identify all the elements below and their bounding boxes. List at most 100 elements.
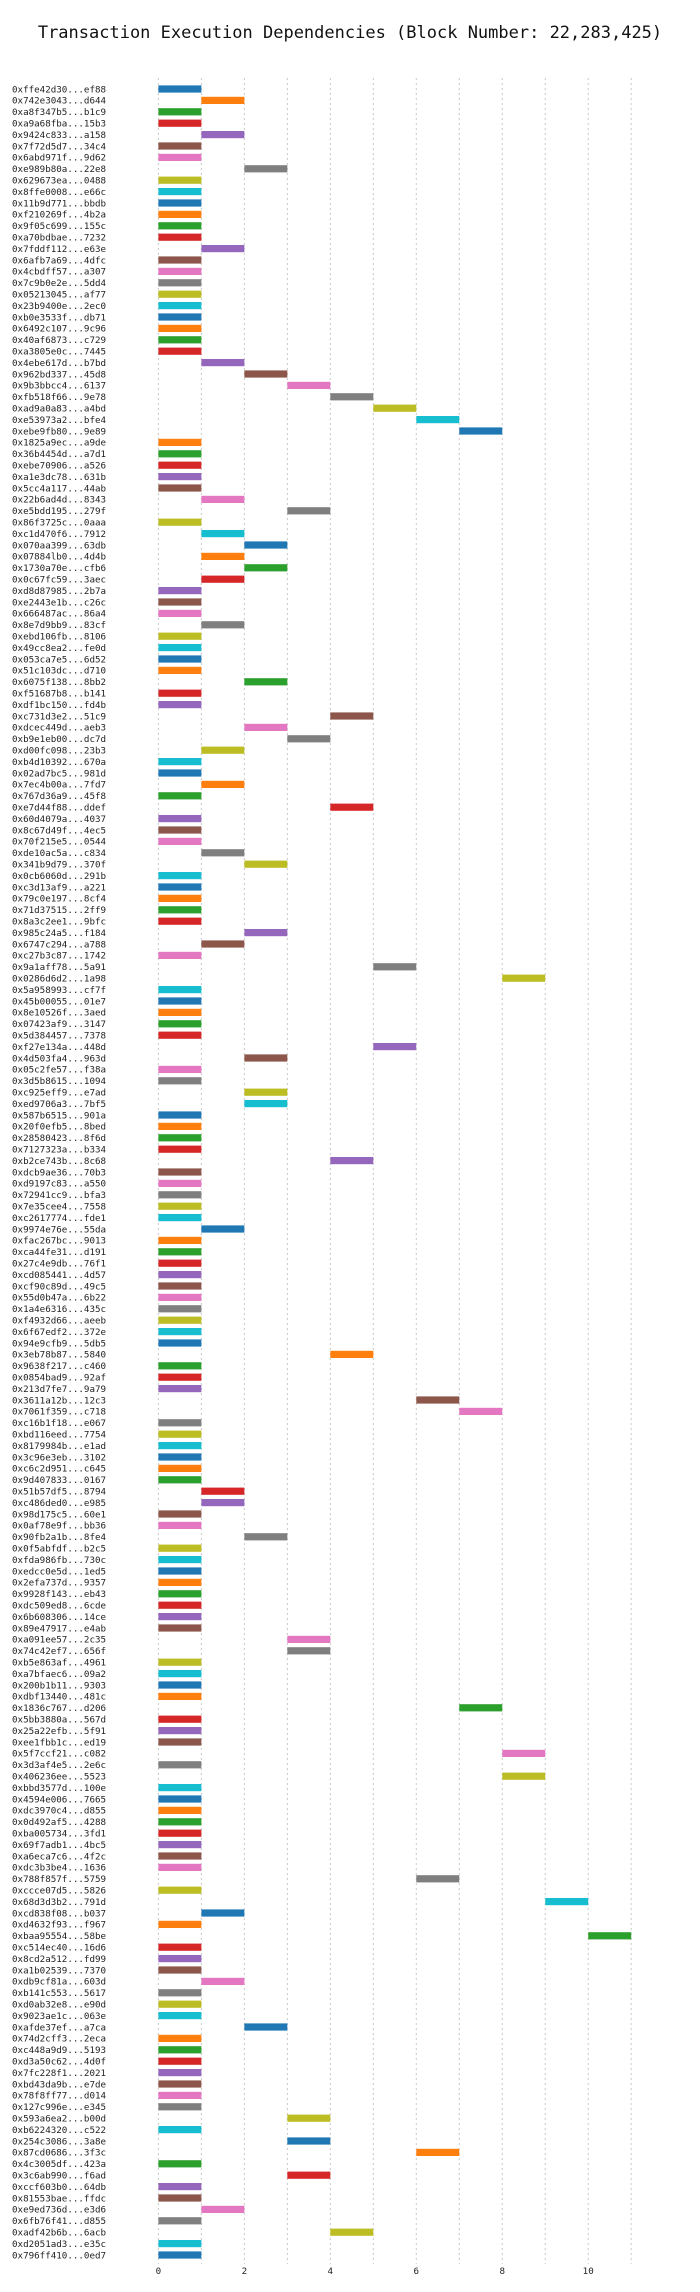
row-label: 0x20f0efb5...8bed	[12, 1122, 106, 1133]
x-tick-label: 4	[328, 2266, 334, 2277]
row-label: 0x7e35cee4...7558	[12, 1202, 106, 1213]
transaction-bar	[158, 518, 202, 526]
row-label: 0x666487ac...86a4	[12, 609, 107, 620]
x-tick-label: 6	[414, 2266, 420, 2277]
transaction-bar	[158, 2012, 202, 2020]
row-label: 0x7fddf112...e63e	[12, 244, 106, 255]
transaction-bar	[158, 1214, 202, 1222]
transaction-bar	[244, 929, 288, 937]
row-label: 0x070aa399...63db	[12, 540, 106, 551]
row-label: 0x127c996e...e345	[12, 2102, 106, 2113]
transaction-bar	[158, 1567, 202, 1575]
row-label: 0x3c6ab990...f6ad	[12, 2171, 106, 2182]
transaction-bar	[373, 404, 417, 412]
row-label: 0xbaa95554...58be	[12, 1931, 106, 1942]
transaction-bar	[158, 85, 202, 93]
transaction-bar	[158, 336, 202, 344]
row-label: 0x593a6ea2...b00d	[12, 2114, 106, 2125]
transaction-bar	[287, 381, 331, 389]
row-label: 0xc3d13af9...a221	[12, 882, 106, 893]
transaction-bar	[158, 1556, 202, 1564]
row-label: 0xc731d3e2...51c9	[12, 711, 106, 722]
row-label: 0xdc3970c4...d855	[12, 1806, 106, 1817]
row-label: 0xebd106fb...8106	[12, 632, 106, 643]
transaction-bar	[158, 1920, 202, 1928]
row-label: 0xa1b02539...7370	[12, 1965, 106, 1976]
transaction-bar	[244, 541, 288, 549]
row-label: 0xdcec449d...aeb3	[12, 723, 106, 734]
row-label: 0x0854bad9...92af	[12, 1373, 106, 1384]
row-label: 0xa7bfaec6...09a2	[12, 1669, 106, 1680]
x-tick-label: 8	[499, 2266, 505, 2277]
transaction-bar	[201, 96, 245, 104]
transaction-bar	[201, 780, 245, 788]
transaction-bar	[158, 906, 202, 914]
row-label: 0x254c3086...3a8e	[12, 2136, 106, 2147]
row-label: 0x5bb3880a...567d	[12, 1715, 106, 1726]
transaction-bar	[158, 2080, 202, 2088]
transaction-bar	[502, 1749, 546, 1757]
row-label: 0x9023ae1c...063e	[12, 2011, 106, 2022]
transaction-bar	[158, 689, 202, 697]
transaction-bar	[588, 1932, 632, 1940]
transaction-bar	[158, 1966, 202, 1974]
transaction-bar	[158, 222, 202, 230]
transaction-bar	[158, 1111, 202, 1119]
row-label: 0xcd838f08...b037	[12, 1908, 106, 1919]
row-label: 0x4cbdff57...a307	[12, 267, 106, 278]
transaction-bar	[158, 1122, 202, 1130]
transaction-bar	[158, 1419, 202, 1427]
row-label: 0x213d7fe7...9a79	[12, 1384, 106, 1395]
transaction-bar	[416, 2148, 460, 2156]
transaction-bar	[158, 2194, 202, 2202]
transaction-bar	[201, 359, 245, 367]
row-label: 0x60d4079a...4037	[12, 814, 106, 825]
row-label: 0xc6c2d951...c645	[12, 1464, 106, 1475]
row-label: 0xafde37ef...a7ca	[12, 2022, 106, 2033]
x-tick-label: 2	[242, 2266, 248, 2277]
transaction-bar	[158, 1008, 202, 1016]
row-label: 0x68d3d3b2...791d	[12, 1897, 106, 1908]
transaction-bar	[158, 256, 202, 264]
row-label: 0x79c0e197...8cf4	[12, 894, 107, 905]
transaction-bar	[158, 1578, 202, 1586]
transaction-bar	[244, 860, 288, 868]
transaction-bar	[158, 815, 202, 823]
transaction-bar	[158, 1134, 202, 1142]
transaction-bar	[287, 2114, 331, 2122]
row-label: 0x962bd337...45d8	[12, 369, 106, 380]
row-label: 0x81553bae...ffdc	[12, 2193, 106, 2204]
transaction-bar	[158, 1795, 202, 1803]
transaction-bar	[158, 267, 202, 275]
row-label: 0x9b3bbcc4...6137	[12, 381, 106, 392]
transaction-bar	[416, 1396, 460, 1404]
row-label: 0xe7d44f88...ddef	[12, 803, 106, 814]
row-label: 0xc16b1f18...e067	[12, 1418, 106, 1429]
row-label: 0xa091ee57...2c35	[12, 1635, 106, 1646]
transaction-bar	[244, 678, 288, 686]
transaction-bar	[158, 997, 202, 1005]
row-label: 0xc486ded0...e985	[12, 1498, 106, 1509]
transaction-bar	[244, 165, 288, 173]
transaction-bar	[158, 598, 202, 606]
row-label: 0xd0ab32e8...e90d	[12, 2000, 106, 2011]
transaction-bar	[330, 2228, 374, 2236]
row-label: 0xf210269f...4b2a	[12, 210, 106, 221]
transaction-bar	[459, 1704, 503, 1712]
row-label: 0x9638f217...c460	[12, 1361, 106, 1372]
row-label: 0x71d37515...2ff9	[12, 905, 106, 916]
row-label: 0x2efa737d...9357	[12, 1578, 106, 1589]
transaction-bar	[158, 2126, 202, 2134]
transaction-bar	[158, 1065, 202, 1073]
row-label: 0x1a4e6316...435c	[12, 1304, 106, 1315]
row-label: 0xa8f347b5...b1c9	[12, 107, 106, 118]
transaction-bar	[158, 1841, 202, 1849]
x-axis-ticks: 0 2 4 6 8 10	[156, 2266, 594, 2277]
row-label: 0x5f7ccf21...c082	[12, 1749, 106, 1760]
row-label: 0x4594e006...7665	[12, 1794, 106, 1805]
transaction-bar	[158, 2251, 202, 2259]
row-label: 0x78f8ff77...d014	[12, 2091, 107, 2102]
row-label: 0xa70bdbae...7232	[12, 233, 106, 244]
transaction-bar	[158, 1271, 202, 1279]
